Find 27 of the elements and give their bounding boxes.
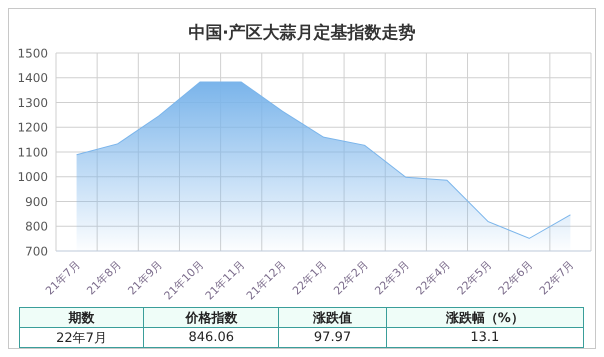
text: 846.06	[144, 328, 279, 348]
y-tick-label: 1000	[17, 170, 48, 184]
x-tick-label: 22年2月	[331, 258, 371, 298]
x-tick-label: 22年4月	[413, 258, 454, 298]
y-tick-label: 700	[25, 244, 48, 258]
y-tick-label: 1300	[17, 96, 48, 110]
y-tick-label: 1500	[17, 46, 48, 60]
x-tick-label: 22年7月	[536, 258, 577, 298]
y-tick-label: 800	[25, 220, 48, 234]
y-tick-label: 1400	[17, 71, 48, 86]
text: 期数	[20, 308, 144, 328]
x-tick-label: 22年3月	[372, 258, 412, 298]
text: 涨跌幅（%）	[386, 308, 584, 328]
text: 22年7月	[20, 328, 144, 348]
x-tick-label: 22年6月	[496, 258, 536, 298]
y-tick-label: 1100	[17, 145, 48, 160]
x-tick-label: 21年7月	[43, 258, 83, 298]
text: 13.1	[386, 328, 584, 348]
x-tick-label: 22年5月	[454, 258, 494, 298]
x-tick-label: 22年1月	[290, 258, 330, 298]
y-tick-label: 1200	[17, 120, 48, 135]
y-tick-label: 900	[25, 194, 48, 209]
text: 价格指数	[144, 308, 279, 328]
x-tick-label: 21年8月	[84, 258, 124, 298]
text: 涨跌值	[278, 308, 386, 328]
text: 97.97	[278, 328, 386, 348]
chart-title: 中国·产区大蒜月定基指数走势	[187, 22, 417, 43]
